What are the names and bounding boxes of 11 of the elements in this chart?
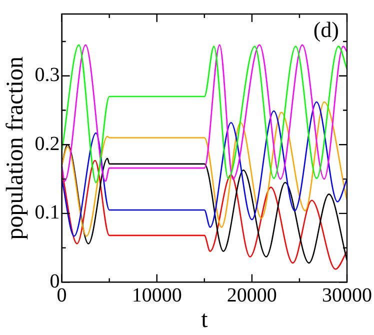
x-axis-title: t [201, 306, 208, 333]
y-tick-label: 0.1 [34, 202, 60, 224]
annotation: (d) [313, 16, 339, 42]
y-axis-title: population fraction [2, 56, 29, 240]
x-tick-label: 20000 [226, 284, 277, 306]
line-series [62, 160, 347, 270]
x-tick-label: 10000 [132, 284, 182, 306]
line-series [62, 101, 347, 237]
x-tick-label: 30000 [322, 284, 372, 306]
y-tick-label: 0.3 [34, 64, 60, 86]
y-tick-label: 0.2 [34, 132, 60, 155]
